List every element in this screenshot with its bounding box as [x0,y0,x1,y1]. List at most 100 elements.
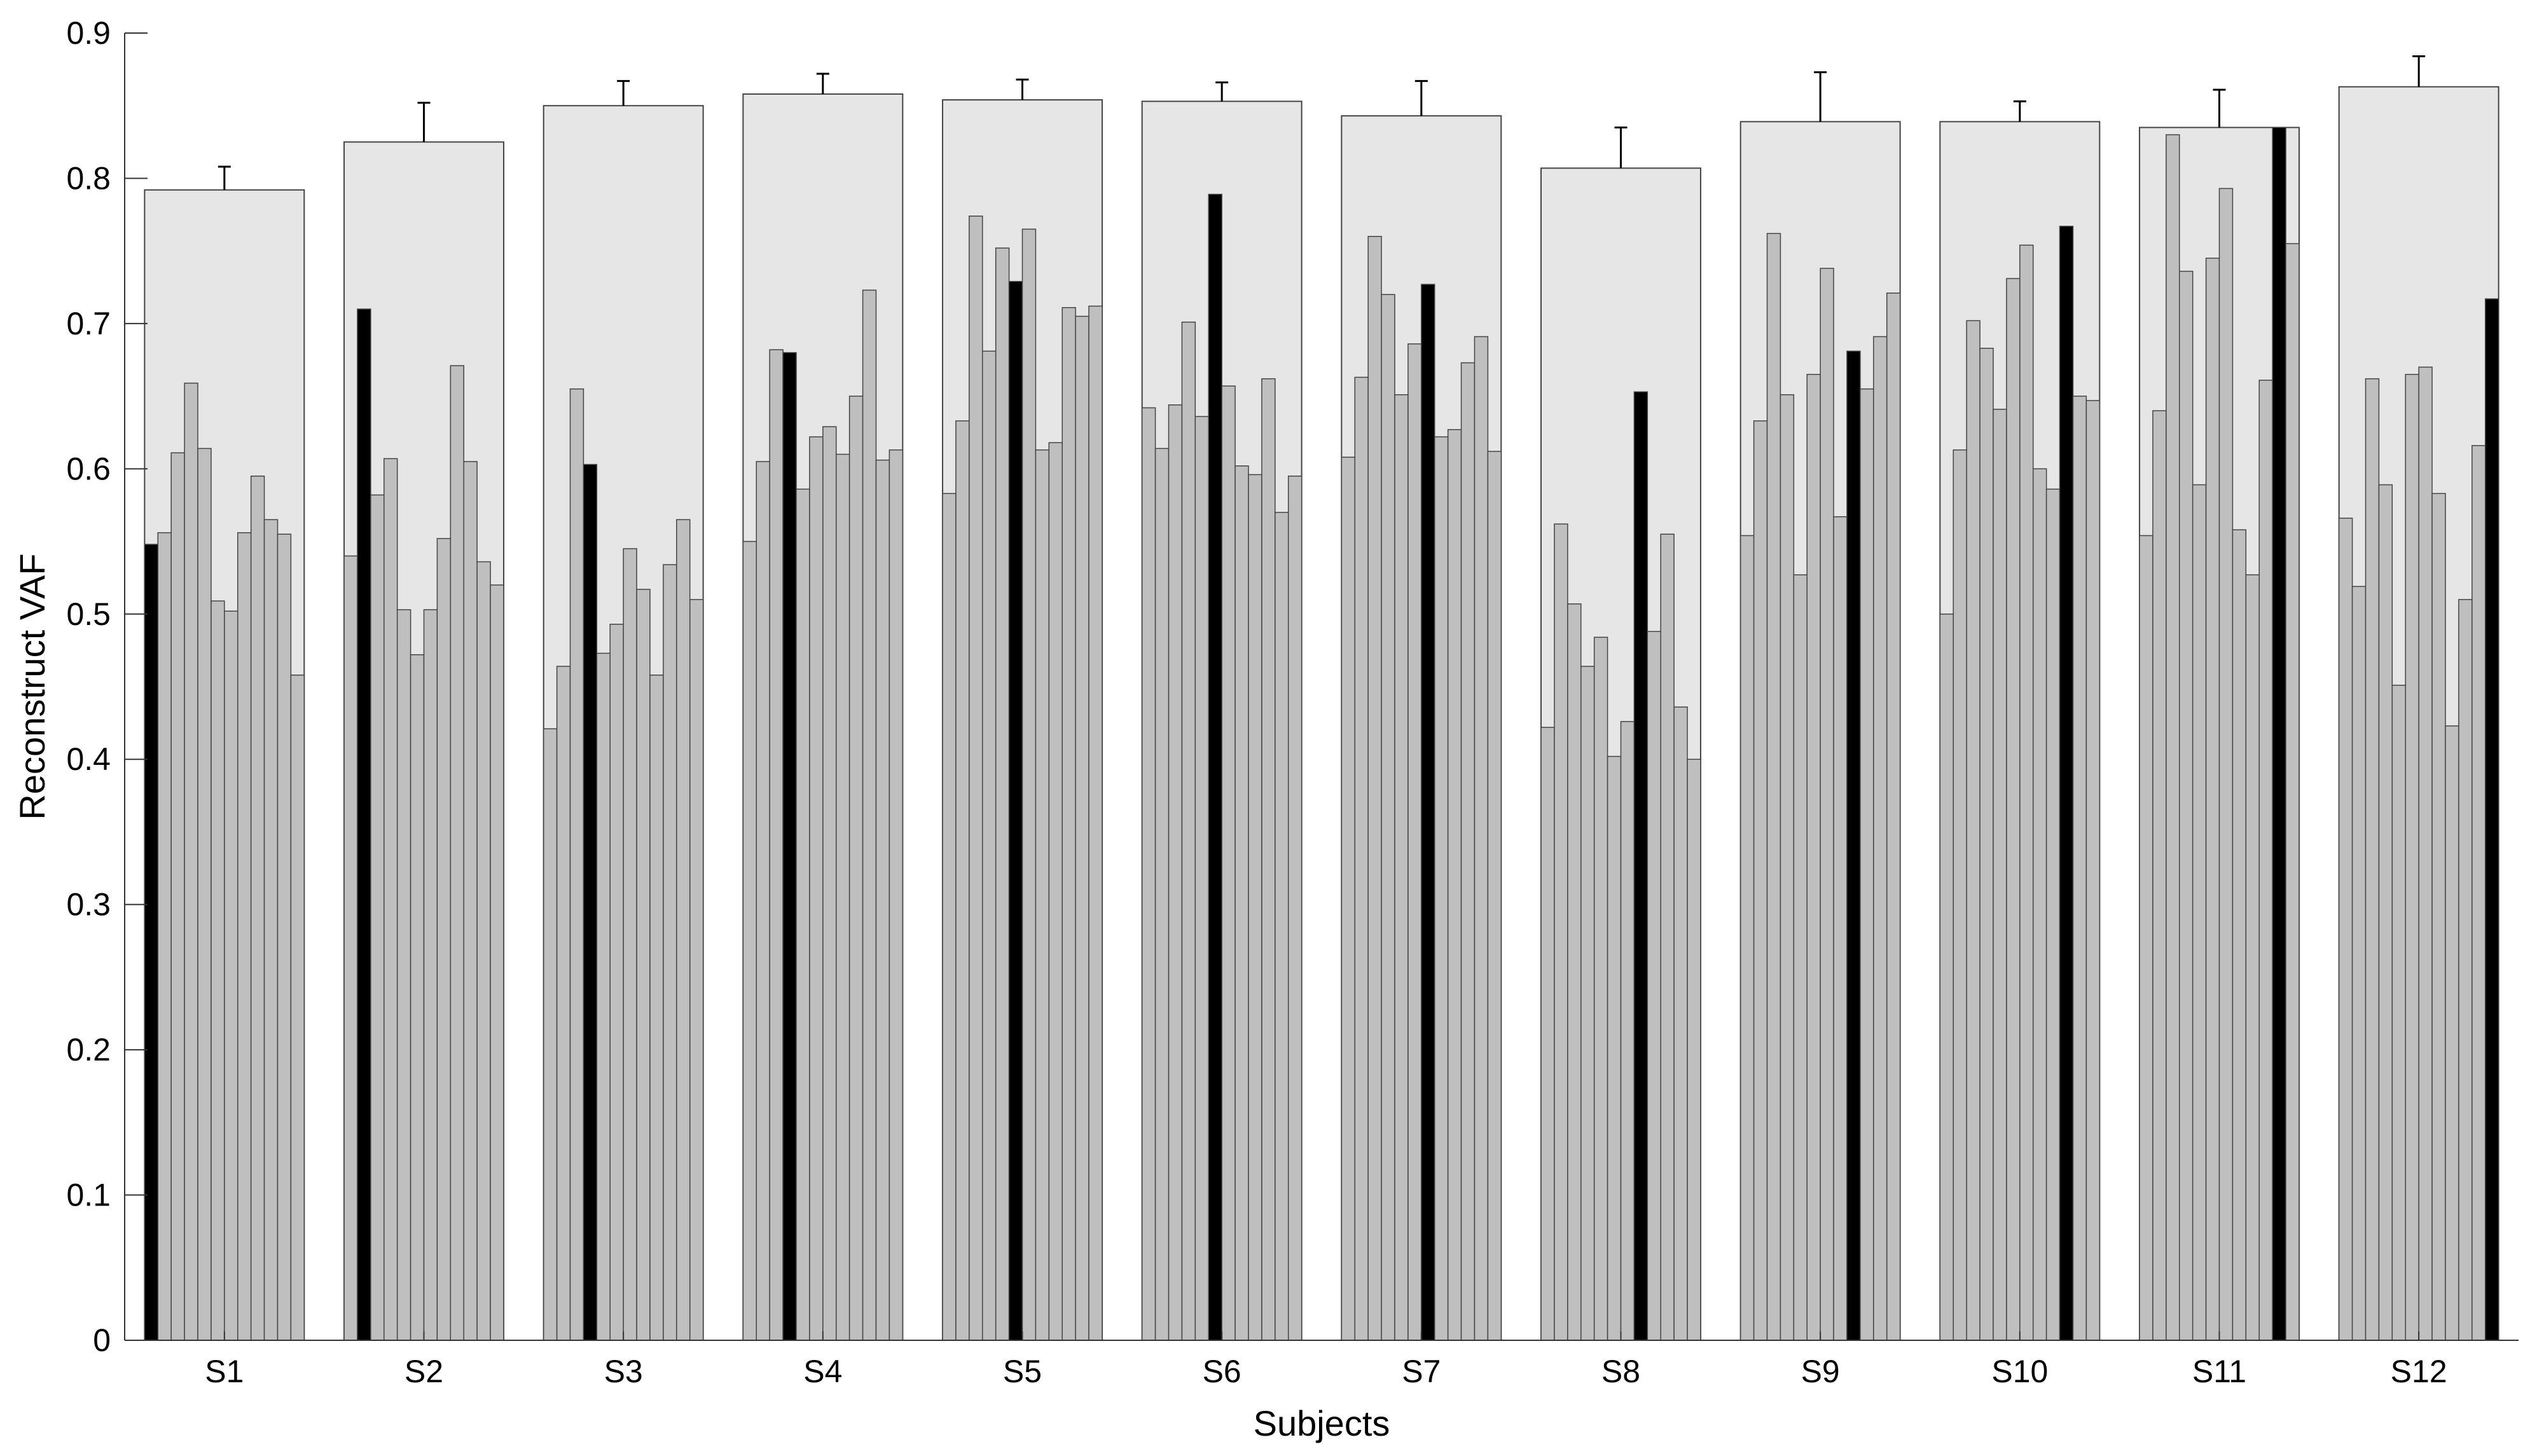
trial-bar [1181,321,1196,1341]
best-trial-bar [1846,350,1861,1341]
trial-bar [1806,374,1821,1341]
trial-bar [2458,599,2473,1341]
trial-bar [1833,516,1848,1341]
subject-group-s3 [543,79,704,1342]
trial-bar [211,600,225,1341]
x-tick-label: S12 [2391,1354,2447,1389]
trial-bar [2471,445,2486,1341]
trial-bar [742,540,757,1341]
trial-bar [1820,268,1834,1341]
subject-group-s5 [942,78,1103,1341]
trial-bar [969,216,983,1341]
trial-bar [769,349,784,1341]
trial-bar [2006,278,2021,1341]
best-trial-bar [1208,193,1222,1341]
trial-bar [1341,457,1356,1341]
x-tick-label: S6 [1203,1354,1241,1389]
trial-bar [2085,400,2101,1341]
trial-bar [1234,465,1249,1341]
trial-bar [1607,755,1622,1341]
trial-bar [1154,448,1170,1341]
y-axis: 0 0.1 0.2 0.3 0.4 0.5 0.6 0.7 0.8 0.9 [66,15,148,1358]
trial-bar [1367,236,1382,1341]
best-trial-bar [1008,280,1023,1341]
trial-bar [2405,374,2419,1341]
trial-bar [2192,484,2207,1341]
y-tick-label: 0.6 [66,451,111,486]
trial-bar [689,599,704,1341]
trial-bar [370,494,385,1341]
trial-bar [1194,416,1210,1341]
subject-group-s7 [1341,79,1502,1341]
trial-bar [1447,429,1462,1341]
trial-bar [1580,666,1595,1341]
trial-bar [450,365,464,1341]
best-trial-bar [357,308,371,1341]
trial-bar [676,519,691,1341]
trial-bar [663,564,677,1341]
trial-bar [543,728,558,1341]
trial-bar [2391,684,2407,1341]
trial-bar [250,476,265,1341]
trial-bar [888,449,904,1341]
trial-bar [982,350,997,1341]
trial-bar [2258,380,2273,1341]
trial-bar [410,654,425,1341]
trial-bar [490,584,504,1341]
trial-bar [476,561,491,1341]
trial-bar [1939,614,1954,1341]
trial-bar [1660,533,1675,1341]
trial-bar [184,382,198,1341]
trial-bar [197,448,212,1341]
subject-group-s11 [2139,88,2300,1341]
trial-bar [2445,725,2459,1341]
trial-bar [1221,385,1236,1341]
trial-bar [1287,476,1303,1341]
y-tick-label: 0.2 [66,1032,111,1068]
trial-bar [1554,523,1568,1341]
trial-bar [2045,488,2061,1341]
trial-bar [1048,442,1063,1341]
x-tick-label: S9 [1801,1354,1840,1389]
best-trial-bar [1421,284,1435,1341]
trial-bar [2179,270,2194,1341]
trial-bar [1248,474,1262,1341]
subject-group-s4 [742,72,904,1342]
trial-bar [2378,484,2393,1341]
best-trial-bar [144,544,159,1341]
trial-bar [1567,603,1582,1341]
trial-bar [1460,362,1476,1341]
trial-bar [1168,404,1183,1341]
trial-bar [756,461,770,1341]
trial-bar [1780,394,1795,1341]
x-tick-label: S7 [1402,1354,1441,1389]
trial-bar [263,519,279,1341]
trial-bar [569,388,584,1341]
trial-bar [1966,320,1980,1341]
trial-bar [1993,408,2007,1341]
x-axis-title: Subjects [1254,1403,1390,1443]
y-axis-title: Reconstruct VAF [12,553,52,820]
subject-group-s10 [1939,100,2101,1342]
trial-bar [1620,721,1635,1341]
subject-group-s1 [144,165,305,1342]
x-tick-label: S10 [1991,1354,2048,1389]
y-tick-label: 0 [93,1322,111,1358]
trial-bar [556,666,571,1341]
trial-bar [2139,535,2153,1341]
trial-bar [277,533,292,1341]
trial-bar [1979,347,1994,1341]
trial-bar [224,610,238,1341]
x-tick-label: S3 [604,1354,643,1389]
best-trial-bar [583,464,598,1341]
trial-bar [2019,244,2034,1341]
trial-bar [2166,134,2180,1341]
x-tick-label: S4 [803,1354,842,1389]
trial-bar [995,247,1010,1341]
trial-bar [1739,535,1755,1341]
trial-bar [649,674,664,1341]
trial-bar [170,452,185,1341]
trial-bar [1647,631,1661,1341]
subject-group-s9 [1739,71,1901,1342]
